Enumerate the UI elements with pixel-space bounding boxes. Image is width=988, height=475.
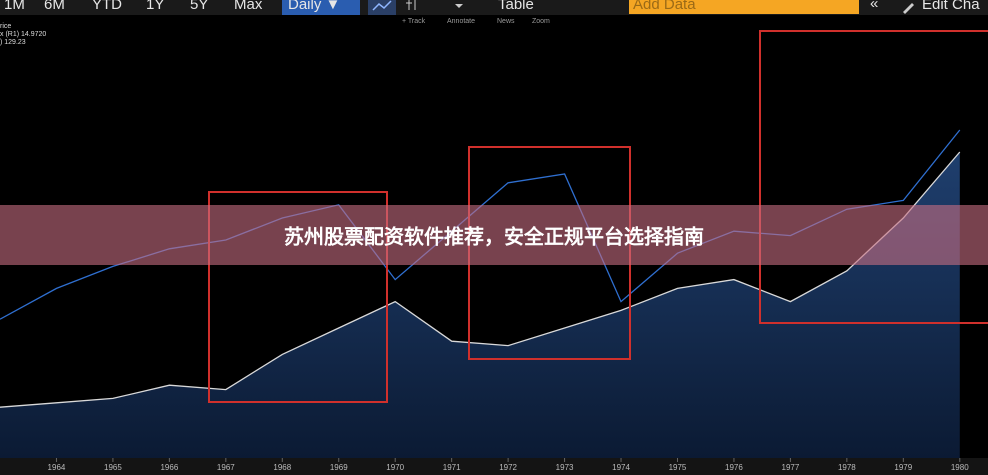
table-button[interactable]: Table xyxy=(498,0,534,13)
legend-item: x (R1) 14.9720 xyxy=(0,31,46,38)
add-data-placeholder: Add Data xyxy=(633,0,696,13)
x-tick-label: 1974 xyxy=(612,463,630,472)
x-tick-label: 1971 xyxy=(443,463,461,472)
range-button[interactable]: 6M xyxy=(44,0,65,13)
x-tick-label: 1973 xyxy=(556,463,574,472)
highlight-box xyxy=(208,191,388,403)
subtoolbar: + Track Annotate News Zoom xyxy=(402,18,550,25)
edit-icon xyxy=(903,3,914,14)
legend-item: ) 129.23 xyxy=(0,39,26,46)
x-tick-label: 1972 xyxy=(499,463,517,472)
x-tick-label: 1979 xyxy=(894,463,912,472)
x-tick-label: 1980 xyxy=(951,463,969,472)
interval-button[interactable]: Daily ▼ xyxy=(288,0,340,13)
x-tick-label: 1977 xyxy=(782,463,800,472)
banner-title: 苏州股票配资软件推荐，安全正规平台选择指南 xyxy=(284,224,704,248)
interval-button-bg[interactable] xyxy=(282,0,360,15)
range-button[interactable]: 1M xyxy=(4,0,25,13)
legend-item: rice xyxy=(0,23,11,30)
x-tick-label: 1978 xyxy=(838,463,856,472)
x-tick-label: 1969 xyxy=(330,463,348,472)
subtoolbar-item[interactable]: + Track xyxy=(402,18,426,25)
plot xyxy=(0,129,961,460)
banner xyxy=(0,205,988,265)
range-button[interactable]: 5Y xyxy=(190,0,208,13)
range-button[interactable]: Max xyxy=(234,0,263,13)
range-button[interactable]: 1Y xyxy=(146,0,164,13)
range-buttons: 1M 6M YTD 1Y 5Y Max xyxy=(4,0,263,13)
x-tick-label: 1975 xyxy=(669,463,687,472)
arrows-icon[interactable] xyxy=(406,0,416,10)
x-tick-label: 1967 xyxy=(217,463,235,472)
range-button[interactable]: YTD xyxy=(92,0,122,13)
subtoolbar-item[interactable]: Zoom xyxy=(532,18,550,25)
x-tick-label: 1965 xyxy=(104,463,122,472)
subtoolbar-item[interactable]: News xyxy=(497,18,515,25)
highlight-box xyxy=(759,30,988,324)
edit-button[interactable]: Edit Cha xyxy=(922,0,980,13)
chart-icon-bg[interactable] xyxy=(368,0,396,15)
subtoolbar-item[interactable]: Annotate xyxy=(447,18,475,25)
dropdown-icon[interactable] xyxy=(455,4,463,8)
series-line xyxy=(0,151,961,408)
x-tick-label: 1970 xyxy=(386,463,404,472)
collapse-button[interactable]: « xyxy=(870,0,878,12)
x-tick-label: 1976 xyxy=(725,463,743,472)
x-axis-bg xyxy=(0,458,988,475)
x-tick-label: 1964 xyxy=(48,463,66,472)
chart-icon xyxy=(372,0,392,11)
x-tick-label: 1966 xyxy=(160,463,178,472)
area xyxy=(0,152,960,460)
x-tick-label: 1968 xyxy=(273,463,291,472)
add-data-input[interactable] xyxy=(629,0,859,14)
